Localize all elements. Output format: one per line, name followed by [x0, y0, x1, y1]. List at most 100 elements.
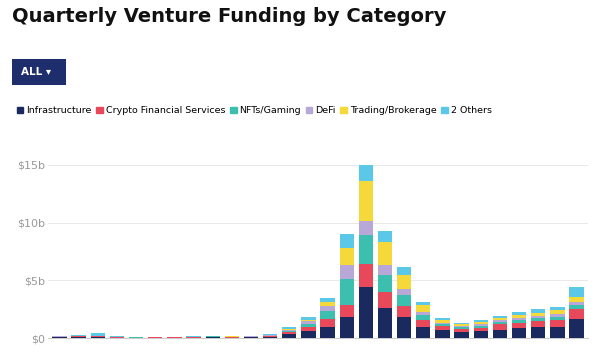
Bar: [569, 297, 584, 302]
Bar: [167, 337, 182, 338]
Bar: [473, 320, 488, 322]
Bar: [263, 336, 277, 337]
Bar: [435, 330, 449, 338]
Bar: [531, 309, 545, 313]
Bar: [435, 323, 449, 324]
Bar: [435, 318, 449, 320]
Bar: [531, 327, 545, 338]
Bar: [91, 333, 105, 336]
Bar: [282, 330, 296, 331]
Bar: [301, 318, 316, 320]
Bar: [205, 337, 220, 338]
Bar: [320, 327, 335, 338]
Bar: [340, 248, 354, 265]
Bar: [359, 287, 373, 338]
Bar: [493, 324, 507, 330]
Bar: [531, 318, 545, 321]
Bar: [378, 308, 392, 338]
Bar: [397, 289, 412, 295]
Bar: [282, 329, 296, 330]
Bar: [435, 326, 449, 330]
Bar: [454, 323, 469, 324]
Bar: [550, 327, 565, 338]
Bar: [550, 320, 565, 327]
Bar: [320, 311, 335, 319]
Bar: [416, 305, 430, 312]
Bar: [397, 267, 412, 275]
Bar: [301, 327, 316, 331]
Bar: [263, 334, 277, 335]
Bar: [52, 337, 67, 338]
Bar: [359, 264, 373, 287]
Bar: [359, 235, 373, 264]
Text: Quarterly Venture Funding by Category: Quarterly Venture Funding by Category: [12, 7, 446, 26]
Bar: [550, 310, 565, 314]
Bar: [397, 318, 412, 338]
Bar: [493, 315, 507, 318]
Bar: [493, 320, 507, 322]
Bar: [569, 309, 584, 319]
Bar: [320, 319, 335, 327]
Bar: [224, 337, 239, 338]
Bar: [301, 324, 316, 327]
Bar: [71, 337, 86, 338]
Bar: [91, 337, 105, 338]
Bar: [71, 336, 86, 337]
Bar: [282, 332, 296, 334]
Bar: [473, 331, 488, 338]
Bar: [550, 314, 565, 317]
Bar: [282, 328, 296, 329]
Bar: [512, 328, 526, 338]
Bar: [454, 332, 469, 338]
Bar: [473, 324, 488, 326]
Bar: [512, 312, 526, 315]
Bar: [454, 324, 469, 326]
Bar: [416, 327, 430, 338]
Bar: [550, 317, 565, 320]
Bar: [454, 329, 469, 332]
Bar: [244, 337, 258, 338]
Bar: [282, 334, 296, 338]
Legend: Infrastructure, Crypto Financial Services, NFTs/Gaming, DeFi, Trading/Brokerage,: Infrastructure, Crypto Financial Service…: [17, 106, 491, 115]
Bar: [493, 318, 507, 320]
Bar: [378, 265, 392, 274]
Bar: [320, 307, 335, 311]
Bar: [110, 337, 124, 338]
Bar: [569, 305, 584, 309]
Bar: [187, 337, 201, 338]
Bar: [359, 221, 373, 235]
Bar: [416, 302, 430, 305]
Bar: [493, 322, 507, 324]
Bar: [512, 315, 526, 318]
Bar: [263, 335, 277, 336]
Bar: [340, 234, 354, 248]
Bar: [148, 337, 163, 338]
Bar: [282, 331, 296, 332]
Text: ALL ▾: ALL ▾: [21, 67, 52, 77]
Bar: [340, 265, 354, 279]
Bar: [531, 321, 545, 327]
Bar: [531, 316, 545, 318]
Bar: [531, 313, 545, 316]
Bar: [340, 318, 354, 338]
Bar: [378, 231, 392, 242]
Bar: [416, 320, 430, 327]
Bar: [301, 331, 316, 338]
Bar: [435, 320, 449, 323]
Bar: [512, 318, 526, 320]
Bar: [91, 336, 105, 337]
Bar: [512, 320, 526, 323]
Bar: [320, 298, 335, 302]
Bar: [473, 322, 488, 324]
Bar: [359, 164, 373, 181]
Bar: [397, 295, 412, 306]
Bar: [397, 306, 412, 318]
Bar: [340, 279, 354, 305]
Bar: [473, 328, 488, 331]
Bar: [512, 323, 526, 328]
Bar: [473, 326, 488, 328]
Bar: [378, 274, 392, 292]
Bar: [320, 302, 335, 307]
Bar: [301, 320, 316, 321]
Bar: [416, 315, 430, 320]
